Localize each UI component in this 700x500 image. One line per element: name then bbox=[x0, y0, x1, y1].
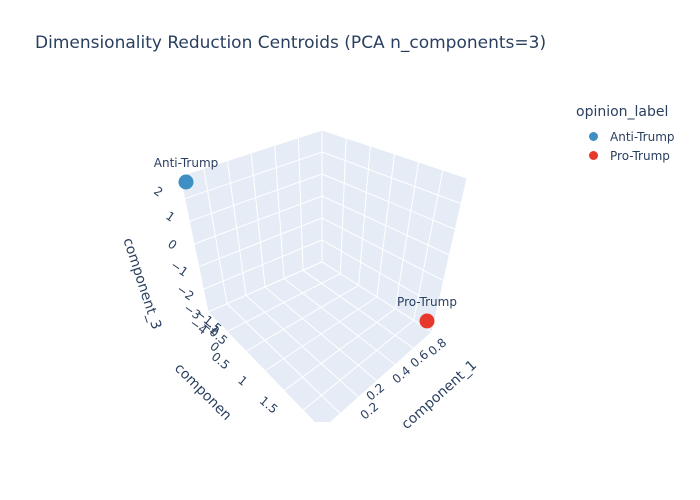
x-tick-label: 0.2 bbox=[358, 399, 382, 422]
point-label-pro-trump: Pro-Trump bbox=[397, 295, 457, 309]
legend-title: opinion_label bbox=[576, 104, 669, 120]
z-tick-label: 1 bbox=[163, 209, 177, 225]
data-points[interactable]: Anti-Trump Pro-Trump bbox=[154, 156, 457, 329]
grid-line bbox=[321, 151, 462, 205]
grid-line bbox=[184, 151, 323, 200]
point-label-anti-trump: Anti-Trump bbox=[154, 156, 219, 170]
legend-label-pro-trump: Pro-Trump bbox=[610, 148, 670, 163]
point-pro-trump[interactable] bbox=[419, 313, 435, 329]
grid-line bbox=[226, 303, 341, 415]
x-axis-title: component_1 bbox=[399, 357, 480, 433]
legend-item-anti-trump[interactable]: Anti-Trump bbox=[576, 127, 675, 146]
z-tick-label: −2 bbox=[174, 282, 197, 304]
y-tick-label: 1 bbox=[235, 373, 250, 389]
x-tick-label: 0.8 bbox=[426, 335, 450, 358]
z-tick-label: 2 bbox=[151, 184, 165, 200]
y-tick-label: 1.5 bbox=[257, 393, 281, 416]
legend-label-anti-trump: Anti-Trump bbox=[610, 129, 675, 144]
point-anti-trump[interactable] bbox=[178, 174, 194, 190]
z-tick-label: −1 bbox=[168, 258, 191, 280]
legend: opinion_label Anti-Trump Pro-Trump bbox=[576, 104, 675, 165]
legend-item-pro-trump[interactable]: Pro-Trump bbox=[576, 146, 675, 165]
z-axis-title: component_3 bbox=[120, 236, 165, 331]
legend-marker-pro-trump bbox=[589, 151, 598, 160]
chart-title: Dimensionality Reduction Centroids (PCA … bbox=[35, 33, 547, 53]
legend-marker-anti-trump bbox=[589, 132, 598, 141]
z-tick-label: 0 bbox=[165, 237, 179, 253]
grid-lines bbox=[184, 137, 462, 415]
